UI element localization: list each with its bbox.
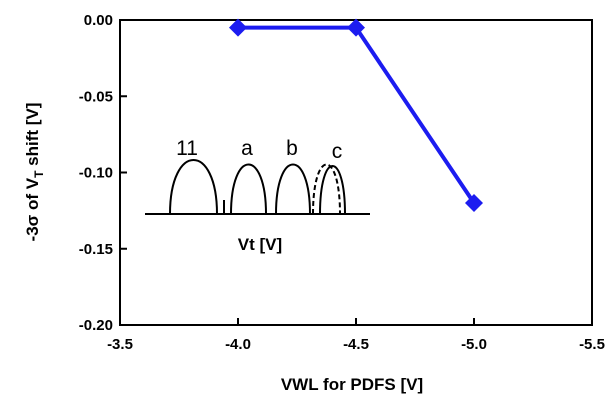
data-point: [229, 18, 247, 37]
y-tick-label: 0.00: [84, 12, 113, 29]
inset-label-a: a: [241, 137, 253, 160]
data-point: [347, 18, 365, 37]
x-tick-label: -4.0: [225, 336, 251, 353]
distribution-b: [275, 163, 311, 215]
y-tick-label: -0.10: [79, 165, 113, 182]
data-point: [465, 194, 483, 212]
series-line: [238, 25, 476, 205]
y-axis-title: -3σ of VT shift [V]: [23, 103, 46, 242]
x-tick-label: -4.5: [343, 336, 369, 353]
inset-label-b: b: [286, 137, 298, 160]
x-axis-title: VWL for PDFS [V]: [281, 375, 423, 394]
y-axis-ticks: 0.00 -0.05 -0.10 -0.15 -0.20: [79, 12, 127, 334]
y-axis-title-tail: shift [V]: [23, 103, 42, 171]
x-tick-label: -5.0: [461, 336, 487, 353]
x-tick-label: -5.5: [579, 336, 605, 353]
y-tick-label: -0.20: [79, 317, 113, 334]
y-axis-title-subscript: T: [32, 170, 46, 178]
y-tick-label: -0.05: [79, 88, 113, 105]
inset-label-11: 11: [176, 137, 198, 160]
inset-axis-title: Vt [V]: [238, 235, 282, 254]
inset-label-c: c: [332, 140, 343, 163]
distribution-11: [169, 159, 218, 215]
distribution-c: [319, 165, 346, 215]
series-layer: [229, 18, 483, 212]
vt-distribution-inset: 11 a b c Vt [V]: [145, 137, 370, 254]
y-axis-title-main: -3σ of V: [23, 177, 42, 241]
x-axis-ticks: -3.5 -4.0 -4.5 -5.0 -5.5: [107, 318, 605, 353]
plot-frame: [119, 19, 593, 326]
x-tick-label: -3.5: [107, 336, 133, 353]
distribution-c-dashed: [312, 163, 341, 215]
distribution-a: [230, 163, 267, 215]
y-tick-label: -0.15: [79, 241, 113, 258]
